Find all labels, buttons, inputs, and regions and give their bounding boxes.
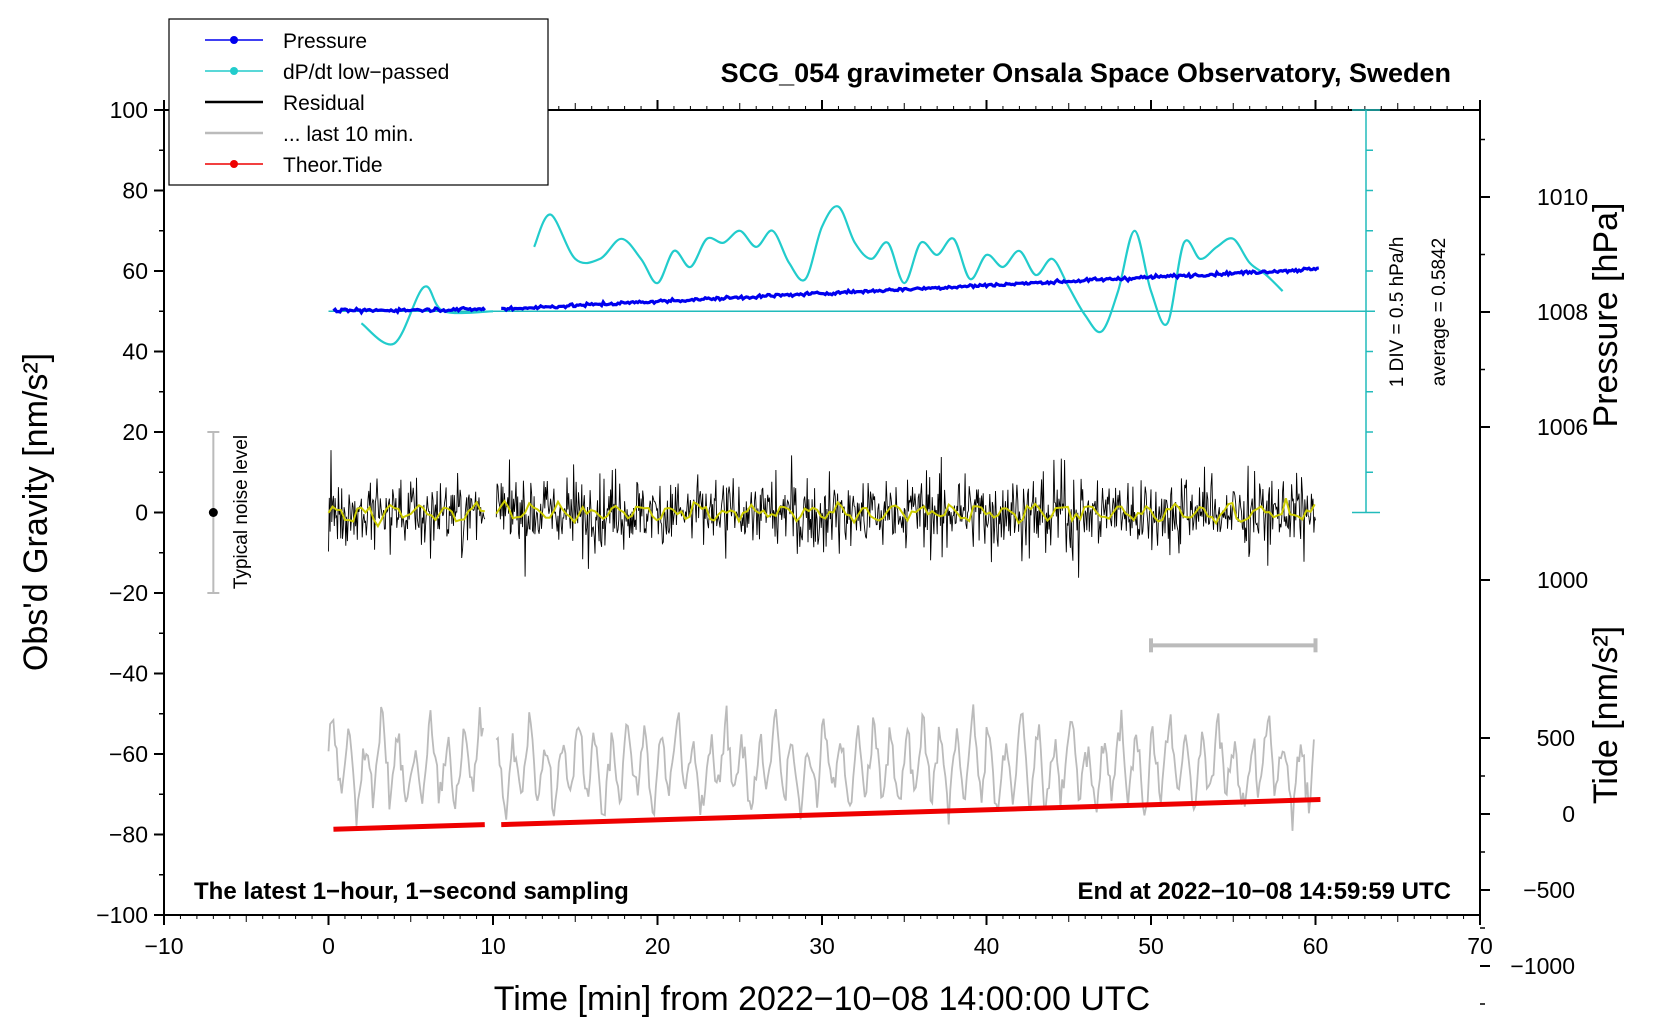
axes: −10 0 10 20 30 40 50 60 70100806040200−20−40−60−…: [96, 97, 1588, 1005]
pressure-tick-label: 1006: [1537, 414, 1588, 440]
x-tick-label: 40: [974, 933, 1000, 959]
tide-tick-label: 500: [1537, 725, 1575, 751]
legend-label: Residual: [283, 92, 365, 115]
noise-level-indicator: [207, 431, 220, 594]
footer-left-note: The latest 1−hour, 1−second sampling: [194, 878, 629, 905]
y-axis-title-gravity: Obs'd Gravity [nm/s²]: [17, 353, 55, 671]
y-tick-label: −80: [109, 822, 148, 848]
x-tick-label: 10: [480, 933, 506, 959]
y-tick-label: 0: [135, 500, 148, 526]
y-tick-label: −40: [109, 661, 148, 687]
tide-tick-label: 0: [1562, 801, 1575, 827]
pressure-tick-label: 1008: [1537, 299, 1588, 325]
residual-trace: [328, 450, 486, 559]
y-tick-label: 20: [122, 419, 148, 445]
legend-marker: [230, 36, 238, 44]
noise-level-label: Typical noise level: [231, 435, 252, 589]
legend-marker: [230, 160, 238, 168]
last-10-min-trace: [327, 704, 1315, 831]
y-tick-label: 80: [122, 178, 148, 204]
residual-smoothed-trace: [327, 500, 485, 529]
y-axis-title-pressure: Pressure [hPa]: [1587, 203, 1625, 428]
y-tick-label: 100: [110, 97, 148, 123]
legend-label: Theor.Tide: [283, 154, 383, 177]
dpdt-scale-bar: [1352, 109, 1380, 514]
pressure-trace: [332, 305, 486, 316]
y-tick-label: 40: [122, 339, 148, 365]
pressure-trace: [501, 266, 1320, 313]
legend-label: Pressure: [283, 30, 367, 53]
tide-tick-label: −500: [1523, 877, 1575, 903]
y-tick-label: −20: [109, 580, 148, 606]
noise-dot: [208, 508, 218, 517]
x-tick-label: −10: [144, 933, 183, 959]
legend-label: dP/dt low−passed: [283, 61, 449, 84]
dpdt-div-label: 1 DIV = 0.5 hPa/h: [1387, 237, 1408, 388]
theor-tide-line: [501, 797, 1321, 828]
x-tick-label: 60: [1303, 933, 1329, 959]
x-tick-label: 20: [645, 933, 671, 959]
x-tick-label: 0: [322, 933, 335, 959]
y-tick-label: −60: [109, 741, 148, 767]
tide-tick-label: −1000: [1510, 953, 1575, 979]
residual-trace: [495, 455, 1316, 578]
dpdt-trace: [360, 285, 494, 346]
residual-smoothed-trace: [495, 498, 1316, 526]
legend-marker: [230, 67, 238, 75]
legend: Pressure dP/dt low−passed Residual ... last…: [168, 18, 549, 186]
legend-label: ... last 10 min.: [283, 123, 414, 146]
dpdt-average-label: average = 0.5842: [1429, 238, 1450, 386]
series-layer: [327, 205, 1375, 832]
y-tick-label: 60: [122, 258, 148, 284]
x-tick-label: 50: [1138, 933, 1164, 959]
dpdt-trace: [533, 205, 1284, 334]
footer-right-note: End at 2022−10−08 14:59:59 UTC: [1077, 878, 1451, 905]
y-axis-title-tide: Tide [nm/s²]: [1587, 626, 1625, 804]
pressure-tick-label: 1000: [1537, 567, 1588, 593]
x-axis-title: Time [min] from 2022−10−08 14:00:00 UTC: [494, 980, 1150, 1018]
x-tick-label: 30: [809, 933, 835, 959]
y-tick-label: −100: [96, 902, 148, 928]
pressure-tick-label: 1010: [1537, 184, 1588, 210]
theor-tide-line: [333, 822, 485, 832]
x-tick-label: 70: [1467, 933, 1493, 959]
chart-title: SCG_054 gravimeter Onsala Space Observat…: [721, 58, 1451, 88]
